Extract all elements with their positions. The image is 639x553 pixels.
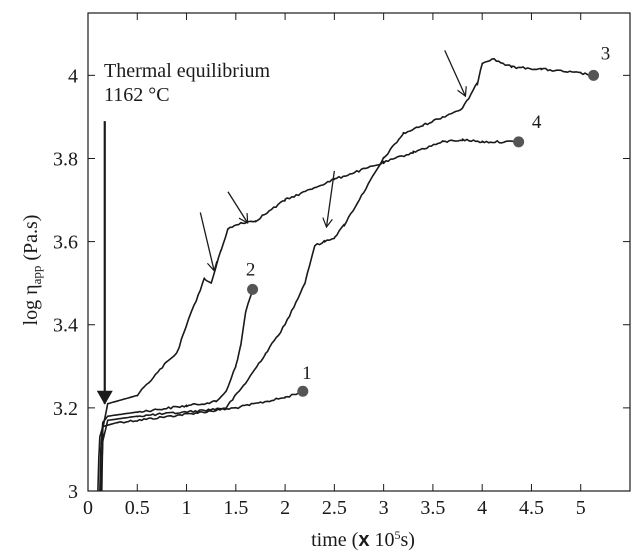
annotation-line-1: Thermal equilibrium bbox=[104, 60, 271, 82]
series-2-label: 2 bbox=[246, 259, 256, 280]
y-tick-label: 3 bbox=[68, 481, 78, 503]
series-4-label: 4 bbox=[532, 112, 542, 133]
series-1-label: 1 bbox=[302, 363, 312, 384]
feature-arrow bbox=[326, 170, 336, 227]
x-tick-label: 4.5 bbox=[519, 497, 544, 519]
x-tick-label: 1 bbox=[182, 497, 192, 519]
plot-frame bbox=[87, 12, 631, 492]
y-axis-label-sub: app bbox=[29, 266, 44, 285]
y-tick-label: 3.2 bbox=[53, 398, 78, 420]
x-axis-label-prefix: time ( bbox=[311, 529, 359, 551]
series-4-end-marker bbox=[513, 136, 525, 148]
series-4-line bbox=[101, 138, 519, 492]
plot-area-border bbox=[87, 12, 631, 492]
x-tick-label: 5 bbox=[576, 497, 586, 519]
x-axis-label-base: 10 bbox=[369, 529, 394, 551]
x-axis-label-unit: s) bbox=[400, 529, 414, 551]
x-tick-label: 3 bbox=[379, 497, 389, 519]
annotation: Thermal equilibrium 1162 °C bbox=[96, 60, 271, 405]
feature-arrow bbox=[227, 191, 248, 223]
axis-ticks: 0 0.5 1 1.5 2 2.5 3 3.5 4 4.5 5 3 3.2 3.4 3.6 3.8 4 bbox=[53, 13, 630, 519]
series-lines: 1 2 3 4 bbox=[97, 43, 611, 492]
x-axis-label-exp: 5 bbox=[394, 528, 400, 542]
series-3-end-marker bbox=[588, 69, 600, 81]
annotation-line-2: 1162 °C bbox=[104, 84, 170, 106]
y-axis-label-prefix: log bbox=[20, 295, 42, 326]
series-1-end-marker bbox=[297, 385, 309, 397]
x-tick-label: 2 bbox=[280, 497, 290, 519]
series-2-line bbox=[99, 290, 254, 492]
series-3-line bbox=[100, 58, 595, 492]
x-tick-label: 0 bbox=[83, 497, 93, 519]
x-axis-label: time (x 105s) bbox=[311, 528, 415, 551]
y-axis-label-eta: η bbox=[20, 284, 42, 294]
y-tick-label: 3.6 bbox=[53, 232, 78, 254]
x-tick-label: 3.5 bbox=[420, 497, 445, 519]
x-tick-label: 4 bbox=[477, 497, 487, 519]
x-tick-label: 2.5 bbox=[322, 497, 347, 519]
x-tick-label: 0.5 bbox=[125, 497, 150, 519]
y-tick-label: 4 bbox=[68, 65, 78, 87]
x-tick-label: 1.5 bbox=[223, 497, 248, 519]
y-axis-label: log ηapp (Pa.s) bbox=[20, 215, 44, 326]
y-tick-label: 3.4 bbox=[53, 315, 78, 337]
series-2-end-marker bbox=[247, 283, 259, 295]
feature-arrows bbox=[199, 50, 466, 271]
series-1-line bbox=[97, 390, 304, 492]
y-tick-label: 3.8 bbox=[53, 148, 78, 170]
feature-arrow bbox=[199, 212, 214, 271]
x-axis-label-times: x bbox=[358, 529, 369, 551]
series-3-label: 3 bbox=[601, 43, 611, 64]
y-axis-label-unit: (Pa.s) bbox=[20, 215, 42, 266]
feature-arrow bbox=[444, 50, 466, 96]
